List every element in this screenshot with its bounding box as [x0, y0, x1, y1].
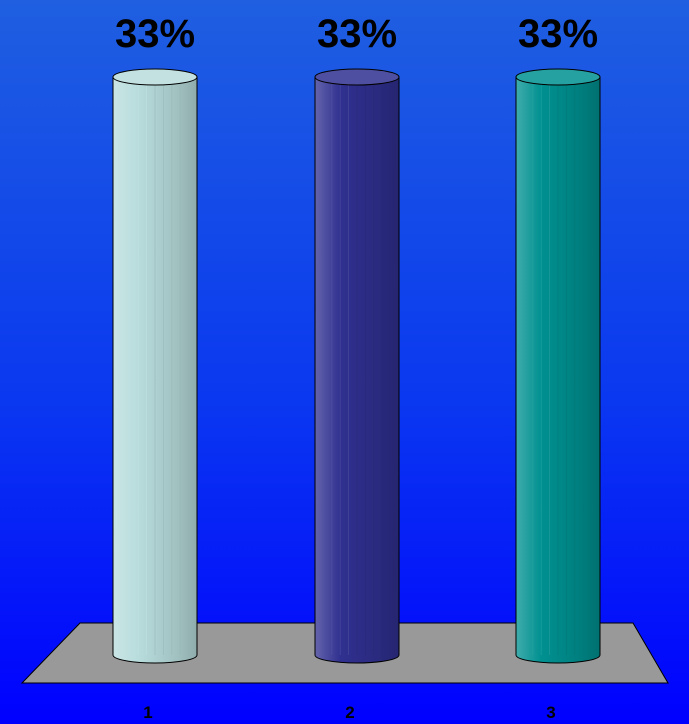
bar-2 — [314, 68, 400, 664]
bar-cap-3 — [515, 68, 601, 86]
bar-cap-2 — [314, 68, 400, 86]
x-tick-label-1: 1 — [143, 703, 152, 722]
tick-labels-layer: 1 2 3 — [143, 703, 555, 722]
bar-3 — [515, 68, 601, 664]
value-labels-layer: 33% 33% 33% — [115, 12, 598, 56]
x-tick-label-2: 2 — [345, 703, 354, 722]
x-tick-label-3: 3 — [546, 703, 555, 722]
bar-cap-1 — [112, 68, 198, 86]
data-label-2: 33% — [317, 12, 397, 56]
data-label-1: 33% — [115, 12, 195, 56]
data-label-3: 33% — [518, 12, 598, 56]
bars-layer — [112, 68, 601, 664]
bar-1 — [112, 68, 198, 664]
